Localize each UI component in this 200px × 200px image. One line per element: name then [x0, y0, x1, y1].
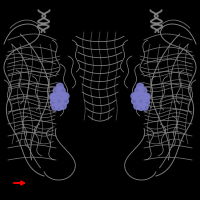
Circle shape [137, 97, 145, 105]
Circle shape [62, 98, 68, 104]
Circle shape [53, 87, 61, 95]
Circle shape [139, 87, 147, 95]
Circle shape [132, 98, 138, 104]
Circle shape [55, 97, 63, 105]
Circle shape [57, 87, 65, 95]
Circle shape [142, 104, 148, 110]
Circle shape [50, 98, 58, 106]
Circle shape [137, 83, 143, 90]
Circle shape [134, 103, 140, 109]
Circle shape [133, 92, 141, 100]
Circle shape [131, 93, 137, 99]
Circle shape [141, 93, 149, 101]
Circle shape [50, 93, 56, 99]
Circle shape [142, 98, 150, 106]
Circle shape [138, 104, 144, 110]
Circle shape [60, 103, 66, 109]
Circle shape [135, 87, 143, 95]
Circle shape [56, 104, 62, 110]
Circle shape [59, 92, 67, 100]
Circle shape [57, 83, 63, 90]
Circle shape [63, 93, 69, 99]
Circle shape [144, 93, 150, 99]
Circle shape [51, 93, 59, 101]
Circle shape [52, 104, 58, 110]
